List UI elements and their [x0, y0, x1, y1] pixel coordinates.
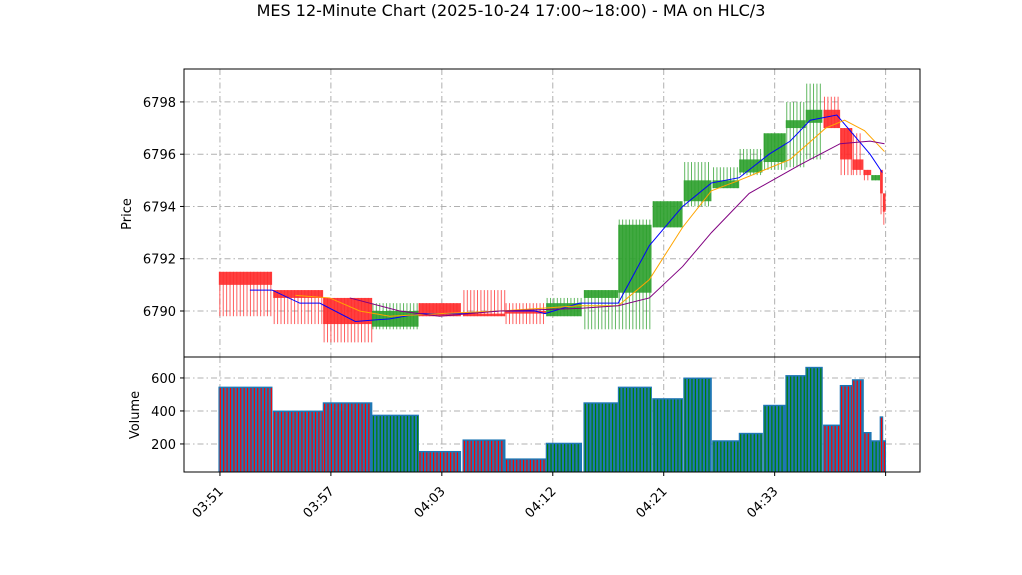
candle-body	[683, 180, 712, 202]
candle-down	[882, 193, 886, 225]
volume-bar	[763, 404, 787, 473]
candle-down	[218, 271, 273, 317]
candle-up	[618, 219, 652, 330]
volume-bar-fill	[712, 440, 740, 473]
x-tick-label: 04:33	[744, 484, 781, 521]
candle-up	[785, 101, 806, 168]
volume-bar	[712, 440, 740, 473]
moving-average-lines	[249, 114, 885, 322]
candle-body	[805, 109, 823, 123]
candle-body	[273, 290, 324, 298]
candle-down	[852, 133, 864, 176]
volume-bar	[870, 440, 881, 473]
volume-bar	[738, 432, 763, 473]
volume-tick-label: 400	[151, 405, 176, 420]
volume-bar-fill	[545, 442, 583, 473]
candle-up	[871, 175, 881, 181]
volume-bar-fill	[683, 377, 712, 473]
candle-down	[273, 290, 324, 325]
candle-body	[505, 311, 547, 314]
candle-up	[739, 148, 763, 176]
volume-bar	[322, 402, 373, 473]
volume-bar	[218, 386, 273, 473]
x-tick-label: 03:57	[301, 484, 338, 521]
volume-bar	[371, 414, 419, 473]
candle-body	[371, 311, 419, 327]
volume-bar-fill	[785, 375, 807, 473]
candle-body	[323, 297, 372, 325]
ma-line-ma-fast	[249, 114, 883, 322]
x-tick-label: 04:03	[412, 484, 449, 521]
candle-body	[618, 224, 652, 293]
volume-tick-label: 200	[151, 438, 176, 453]
volume-bar	[882, 440, 887, 473]
ma-line-ma-mid	[295, 119, 885, 317]
volume-bar-fill	[504, 458, 547, 473]
x-tick-label: 03:51	[190, 484, 227, 521]
candle-body	[852, 159, 864, 170]
candle-body	[840, 128, 853, 160]
chart-title: MES 12-Minute Chart (2025-10-24 17:00~18…	[257, 1, 766, 20]
price-tick-label: 6790	[143, 305, 176, 320]
ma-line-ma-slow	[349, 140, 885, 317]
candle-body	[763, 133, 786, 163]
candle-down	[323, 297, 373, 343]
volume-bar	[839, 384, 853, 473]
volume-bar	[504, 458, 547, 473]
volume-bars	[218, 366, 887, 473]
candle-body	[583, 290, 619, 298]
candle-down	[863, 169, 872, 181]
volume-bar	[863, 432, 872, 473]
price-tick-label: 6794	[143, 200, 176, 215]
volume-bar	[851, 379, 864, 473]
volume-bar	[805, 366, 823, 473]
candle-down	[880, 169, 883, 215]
candle-up	[652, 201, 683, 228]
candle-body	[882, 193, 886, 212]
volume-bar	[545, 442, 583, 473]
volume-tick-label: 600	[151, 372, 176, 387]
candle-body	[871, 175, 881, 181]
candle-body	[863, 169, 872, 176]
candle-down	[505, 303, 547, 325]
price-tick-label: 6792	[143, 253, 176, 268]
candle-body	[739, 159, 763, 173]
candle-up	[712, 167, 740, 189]
volume-bar-fill	[322, 402, 373, 473]
price-tick-label: 6796	[143, 148, 176, 163]
x-tick-label: 04:21	[633, 484, 670, 521]
candle-body	[462, 313, 506, 317]
volume-bar	[785, 375, 807, 473]
volume-axes-frame	[183, 356, 921, 473]
volume-bar	[823, 424, 841, 473]
volume-bar	[683, 377, 712, 473]
candle-body	[712, 180, 740, 189]
volume-axis-label: Volume	[128, 391, 143, 439]
volume-bar	[583, 402, 619, 473]
price-axis-label: Price	[120, 198, 135, 230]
volume-bar	[879, 416, 884, 473]
candle-up	[583, 290, 619, 330]
volume-bar	[418, 450, 462, 473]
volume-bar	[462, 439, 506, 473]
volume-bar	[272, 410, 324, 473]
x-tick-label: 04:12	[523, 484, 560, 521]
candle-up	[683, 162, 712, 207]
candle-down	[840, 128, 853, 176]
candle-up	[763, 133, 786, 170]
volume-bar-fill	[371, 414, 419, 473]
candle-body	[880, 169, 883, 194]
candle-up	[805, 83, 823, 160]
price-tick-label: 6798	[143, 96, 176, 111]
candle-body	[785, 120, 806, 129]
candle-body	[652, 201, 683, 228]
volume-bar	[617, 386, 652, 473]
candle-body	[218, 271, 273, 285]
volume-bar	[652, 398, 683, 473]
